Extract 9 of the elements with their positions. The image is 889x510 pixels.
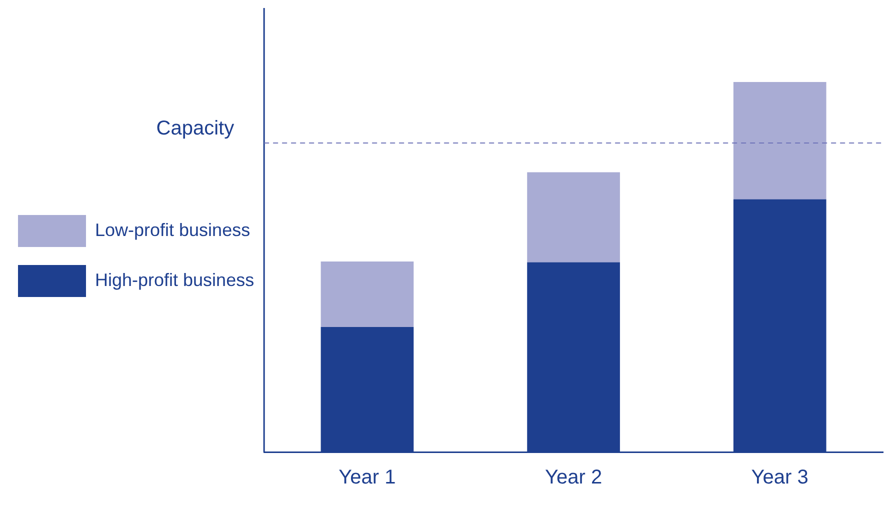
bar <box>320 261 414 327</box>
x-tick-label: Year 1 <box>338 466 396 489</box>
x-tick-label: Year 2 <box>544 466 602 489</box>
bar <box>733 82 826 200</box>
x-tick-label: Year 3 <box>751 466 808 489</box>
legend-label: High-profit business <box>95 270 254 290</box>
ref-line-label: Capacity <box>156 118 234 140</box>
legend-label: Low-profit business <box>95 220 250 240</box>
bar <box>527 172 620 262</box>
